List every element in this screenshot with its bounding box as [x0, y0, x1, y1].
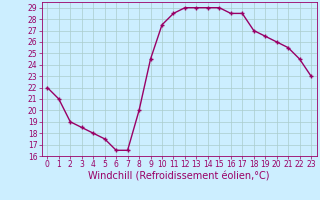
X-axis label: Windchill (Refroidissement éolien,°C): Windchill (Refroidissement éolien,°C) [88, 172, 270, 182]
